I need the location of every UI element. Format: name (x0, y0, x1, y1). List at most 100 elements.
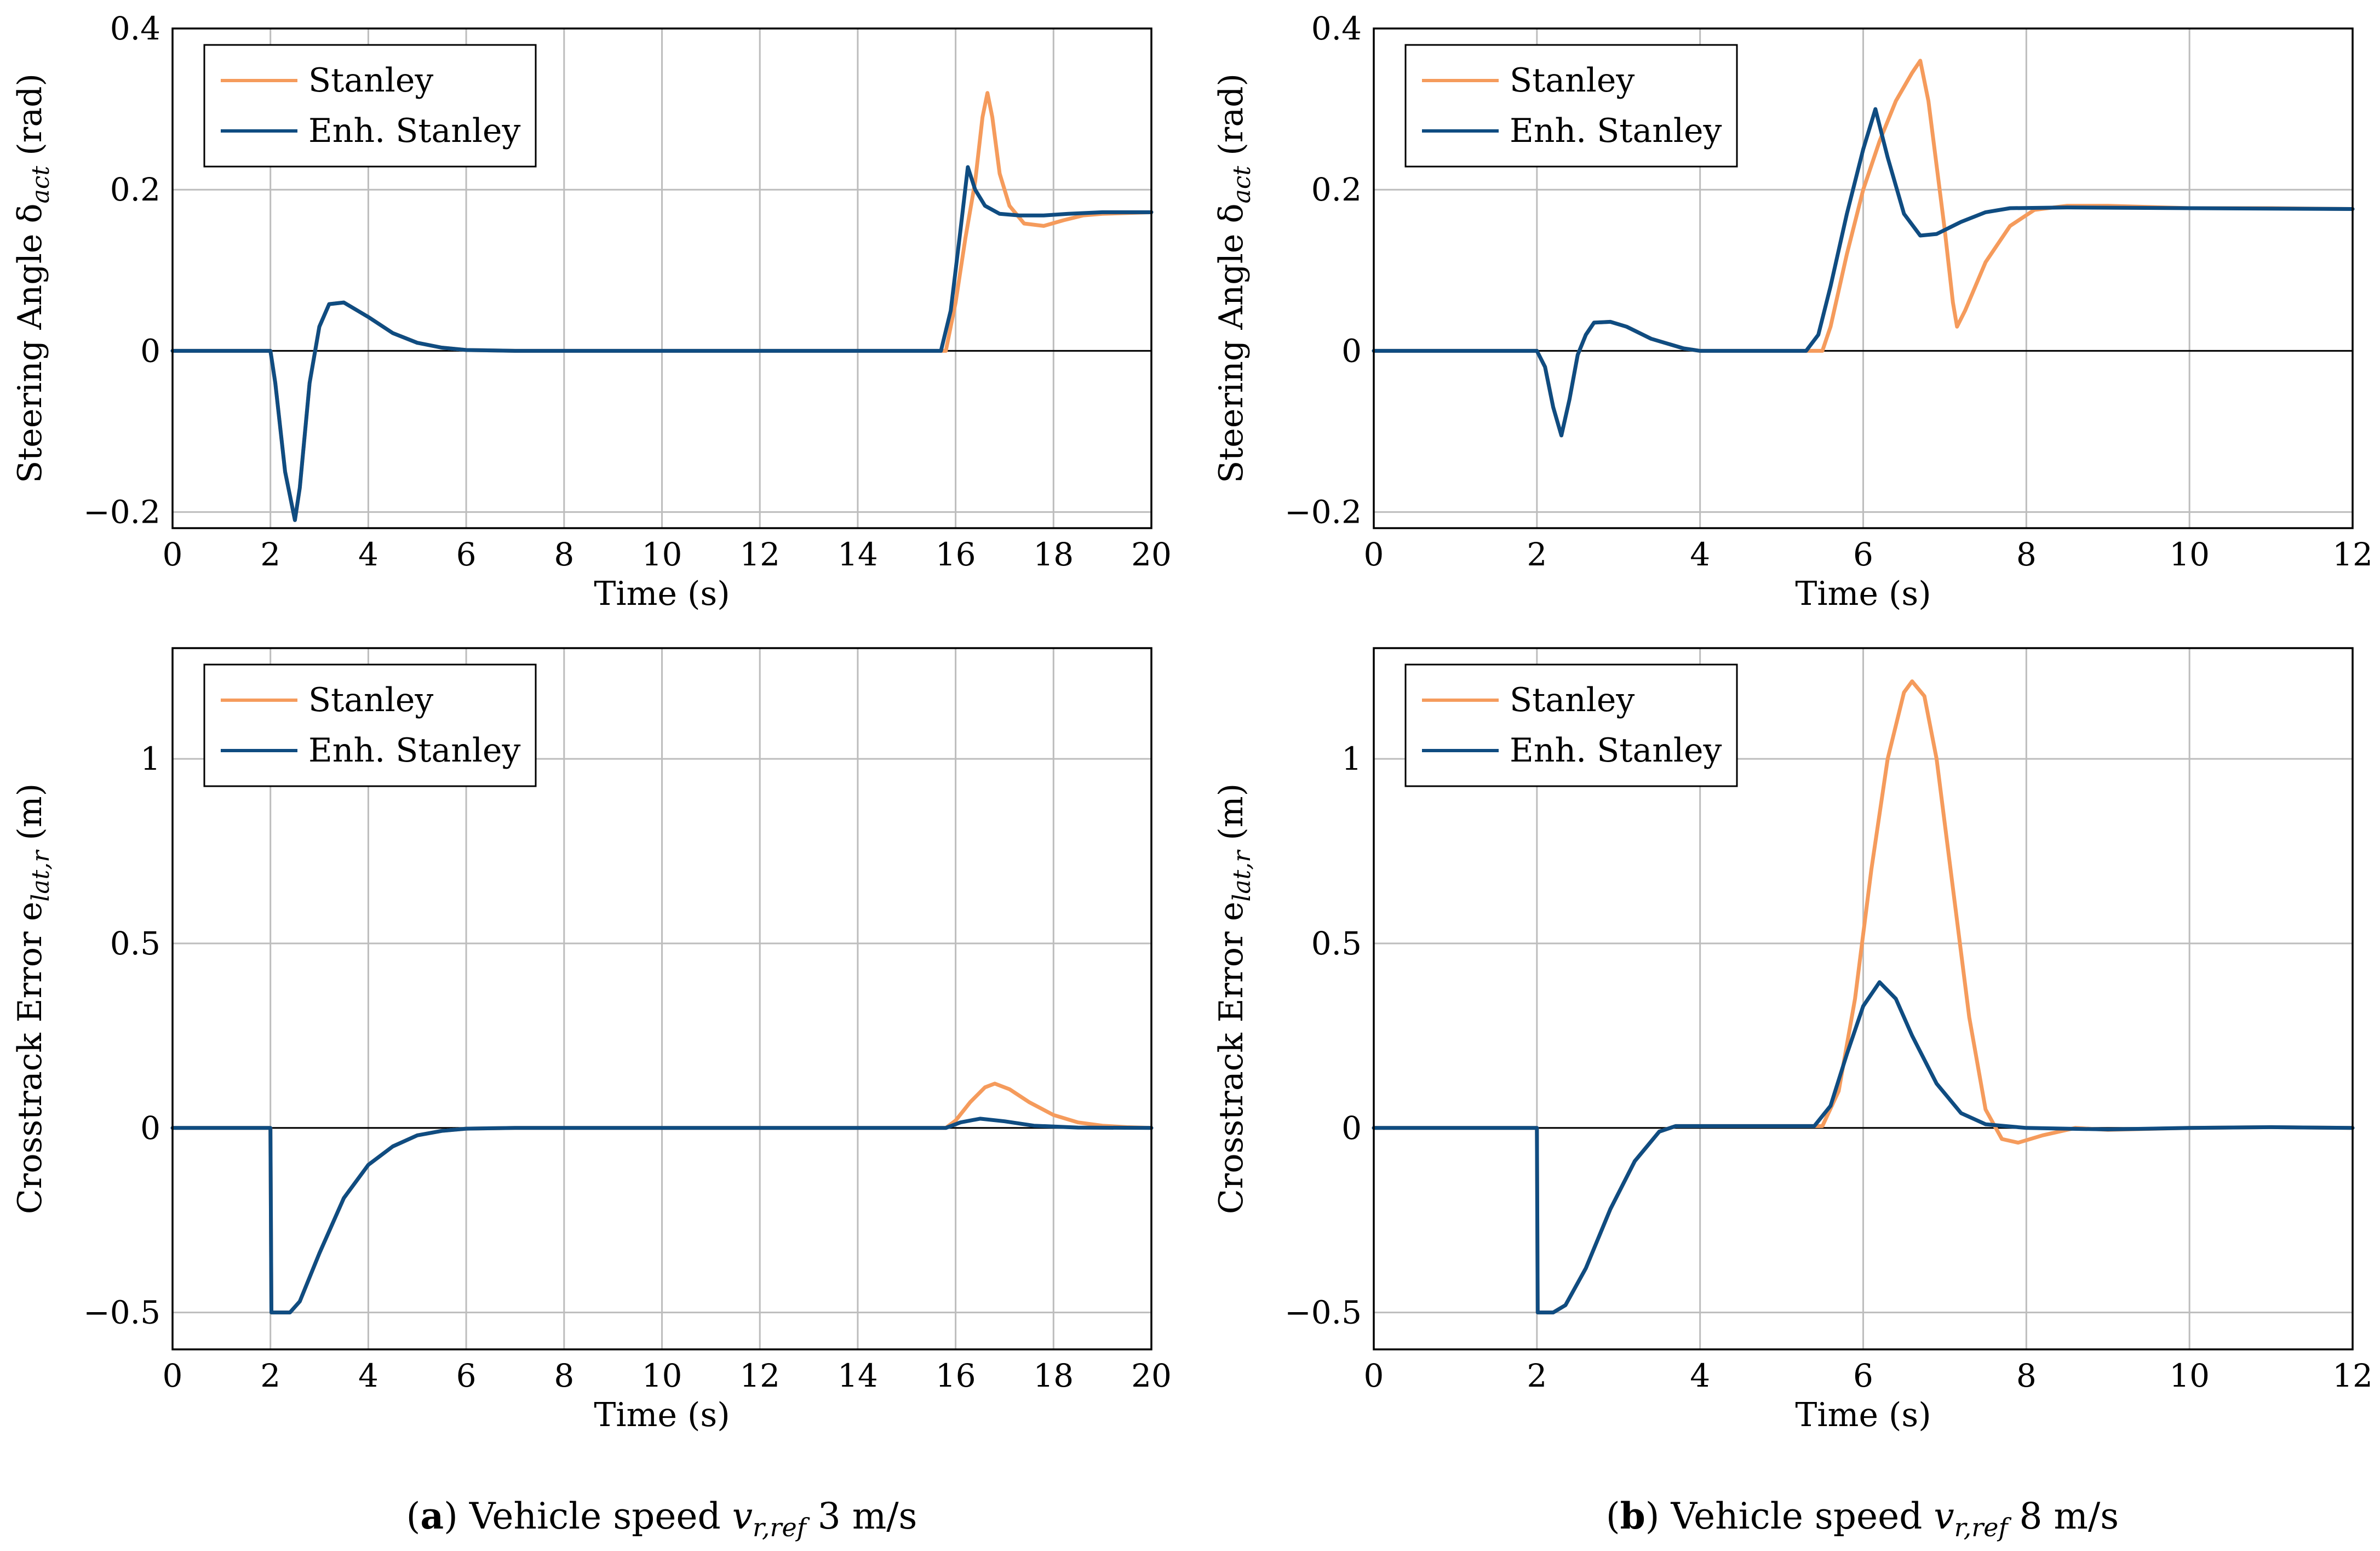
y-axis-title-unit: (m) (11, 783, 49, 851)
legend-label-stanley: Stanley (308, 61, 433, 100)
caption-b-value: 8 m/s (2008, 1495, 2119, 1537)
x-tick-label: 6 (1853, 536, 1873, 573)
y-tick-labels: −0.5 0 0.5 1 (1284, 740, 1362, 1331)
x-axis-title: Time (s) (594, 1396, 730, 1434)
y-tick-label: −0.2 (1284, 494, 1362, 531)
plot-frame (1373, 647, 2354, 1350)
y-tick-label: 1 (1341, 740, 1362, 777)
x-tick-label: 8 (2016, 1357, 2037, 1394)
x-tick-label: 0 (163, 536, 183, 573)
chart-a-crosstrack-error: 0 2 4 6 8 10 12 14 16 18 20 −0.500.51 Time (s) Cro… (11, 647, 1172, 1434)
y-tick-label: 0.5 (110, 925, 160, 962)
y-tick-labels: −0.2 0 0.2 0.4 (83, 10, 160, 531)
caption-a-text: Vehicle speed (458, 1495, 732, 1537)
chart-b-crosstrack-error: 0 2 4 6 8 10 12 −0.500.51 Time (s) Crosstrack … (1212, 647, 2373, 1434)
caption-b: (b) Vehicle speed vr,ref 8 m/s (1606, 1495, 2119, 1542)
caption-b-letter: b (1620, 1495, 1645, 1537)
chart-b-steering-angle: 0 2 4 6 8 10 12 −0.200.20.4 Time (s) Steering … (1212, 10, 2373, 613)
x-tick-label: 8 (554, 1357, 574, 1394)
y-tick-labels: −0.2 0 0.2 0.4 (1284, 10, 1362, 531)
x-tick-label: 6 (456, 1357, 477, 1394)
y-tick-label: −0.5 (83, 1294, 160, 1331)
legend-label-stanley: Stanley (1510, 681, 1635, 719)
x-tick-label: 2 (260, 1357, 280, 1394)
x-tick-label: 2 (260, 536, 280, 573)
x-tick-label: 0 (1364, 1357, 1384, 1394)
x-tick-label: 12 (739, 1357, 780, 1394)
y-axis-title: Crosstrack Error elat,r (m) (1212, 783, 1256, 1214)
legend: Stanley Enh. Stanley (1404, 44, 1738, 168)
y-axis-title: Steering Angle δact (rad) (11, 73, 55, 483)
y-tick-label: −0.5 (1284, 1294, 1362, 1331)
y-axis-title-unit: (m) (1212, 783, 1251, 851)
x-tick-label: 0 (1364, 536, 1384, 573)
y-axis-title-sub: lat,r (1228, 849, 1256, 902)
caption-a-var: v (732, 1495, 753, 1537)
y-tick-label: 0 (1341, 1109, 1362, 1147)
y-axis-title-main: Crosstrack Error e (1212, 902, 1251, 1214)
y-tick-label: −0.2 (83, 494, 160, 531)
x-tick-label: 16 (936, 536, 976, 573)
x-tick-label: 18 (1033, 536, 1074, 573)
x-tick-label: 10 (642, 1357, 683, 1394)
caption-b-var-sub: r,ref (1954, 1513, 2012, 1542)
legend-box (1404, 663, 1738, 787)
series-line-enh-stanley (1372, 980, 2355, 1315)
y-tick-label: 0.2 (110, 171, 160, 208)
y-axis-title: Crosstrack Error elat,r (m) (11, 783, 55, 1214)
series-group (1372, 59, 2355, 438)
x-tick-label: 6 (456, 536, 477, 573)
x-tick-label: 14 (838, 1357, 878, 1394)
legend: Stanley Enh. Stanley (203, 663, 537, 787)
series-group (1372, 679, 2355, 1315)
legend-label-enh-stanley: Enh. Stanley (308, 731, 521, 770)
y-tick-labels: −0.5 0 0.5 1 (83, 740, 160, 1331)
legend-label-stanley: Stanley (1510, 61, 1635, 100)
legend-label-enh-stanley: Enh. Stanley (1510, 112, 1722, 150)
y-axis-title-unit: (rad) (1212, 73, 1251, 166)
y-tick-label: 0 (140, 1109, 160, 1147)
legend-box (203, 663, 537, 787)
series-line-enh-stanley (170, 1117, 1154, 1315)
x-tick-label: 2 (1527, 536, 1547, 573)
x-tick-label: 12 (2332, 1357, 2373, 1394)
x-tick-label: 8 (2016, 536, 2037, 573)
x-tick-labels: 0 2 4 6 8 10 12 14 16 18 20 (163, 536, 1172, 573)
y-axis-title-main: Steering Angle δ (1212, 203, 1251, 483)
y-tick-label: 0.2 (1311, 171, 1362, 208)
y-tick-label: 0 (1341, 332, 1362, 369)
caption-b-var: v (1934, 1495, 1954, 1537)
y-tick-label: 1 (140, 740, 160, 777)
x-tick-label: 20 (1131, 1357, 1172, 1394)
caption-a-var-sub: r,ref (753, 1513, 810, 1542)
x-tick-label: 0 (163, 1357, 183, 1394)
series-line-enh-stanley (170, 165, 1154, 522)
legend-box (1404, 44, 1738, 168)
x-tick-label: 4 (1690, 536, 1710, 573)
legend-label-stanley: Stanley (308, 681, 433, 719)
y-tick-label: 0 (140, 332, 160, 369)
plot-frame (171, 647, 1152, 1350)
y-axis-title-unit: (rad) (11, 73, 49, 166)
legend: Stanley Enh. Stanley (203, 44, 537, 168)
x-tick-label: 2 (1527, 1357, 1547, 1394)
x-tick-label: 12 (739, 536, 780, 573)
legend-label-enh-stanley: Enh. Stanley (308, 112, 521, 150)
x-tick-label: 10 (642, 536, 683, 573)
plot-frame (171, 27, 1152, 529)
legend-label-enh-stanley: Enh. Stanley (1510, 731, 1722, 770)
x-tick-label: 4 (1690, 1357, 1710, 1394)
y-tick-label: 0.5 (1311, 925, 1362, 962)
y-axis-title-main: Steering Angle δ (11, 203, 49, 483)
x-axis-title: Time (s) (1795, 1396, 1931, 1434)
x-tick-label: 10 (2169, 536, 2210, 573)
caption-b-text: Vehicle speed (1660, 1495, 1934, 1537)
series-group (170, 1081, 1154, 1315)
x-axis-title: Time (s) (594, 575, 730, 613)
x-tick-label: 4 (358, 1357, 378, 1394)
series-line-enh-stanley (1372, 107, 2355, 438)
x-tick-label: 20 (1131, 536, 1172, 573)
x-tick-label: 12 (2332, 536, 2373, 573)
x-tick-label: 18 (1033, 1357, 1074, 1394)
